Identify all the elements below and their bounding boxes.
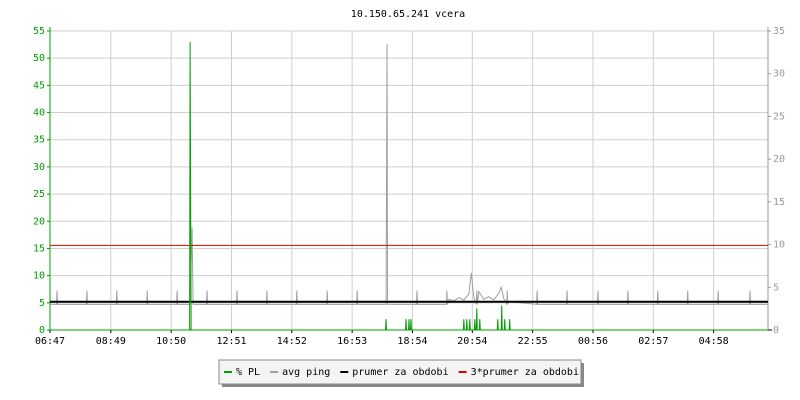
y2-tick-label: 20	[773, 154, 785, 165]
x-tick-label: 16:53	[337, 336, 367, 347]
y2-tick-label: 10	[773, 240, 785, 251]
y2-tick-label: 5	[773, 282, 779, 293]
x-tick-label: 20:54	[457, 336, 487, 347]
y-tick-label: 55	[33, 26, 45, 37]
y2-tick-label: 0	[773, 325, 779, 336]
y-tick-label: 0	[39, 325, 45, 336]
x-tick-label: 10:50	[156, 336, 186, 347]
series-line	[50, 43, 768, 305]
x-tick-label: 06:47	[35, 336, 65, 347]
x-tick-label: 08:49	[96, 336, 126, 347]
x-tick-label: 04:58	[699, 336, 729, 347]
x-tick-label: 00:56	[578, 336, 608, 347]
x-tick-label: 12:51	[216, 336, 246, 347]
legend-shadow	[222, 384, 584, 387]
legend-label: 3*prumer za obdobi	[471, 367, 579, 378]
y2-tick-label: 15	[773, 197, 785, 208]
x-tick-label: 18:54	[397, 336, 427, 347]
y-tick-label: 5	[39, 298, 45, 309]
chart-title: 10.150.65.241 vcera	[351, 9, 465, 20]
y-tick-label: 20	[33, 216, 45, 227]
y-tick-label: 15	[33, 243, 45, 254]
y2-tick-label: 25	[773, 111, 785, 122]
legend-label: avg ping	[282, 367, 330, 378]
y2-tick-label: 35	[773, 26, 785, 37]
x-tick-label: 02:57	[638, 336, 668, 347]
y-tick-label: 25	[33, 189, 45, 200]
legend-label: prumer za obdobi	[352, 367, 448, 378]
legend-box	[218, 359, 582, 385]
y-tick-label: 50	[33, 53, 45, 64]
x-tick-label: 22:55	[518, 336, 548, 347]
y-tick-label: 35	[33, 135, 45, 146]
legend-label: % PL	[236, 367, 260, 378]
y-tick-label: 40	[33, 108, 45, 119]
y-tick-label: 45	[33, 80, 45, 91]
legend-shadow	[581, 363, 584, 387]
x-tick-label: 14:52	[277, 336, 307, 347]
y-tick-label: 10	[33, 271, 45, 282]
series-line	[50, 41, 768, 331]
y2-tick-label: 30	[773, 69, 785, 80]
y-tick-label: 30	[33, 162, 45, 173]
